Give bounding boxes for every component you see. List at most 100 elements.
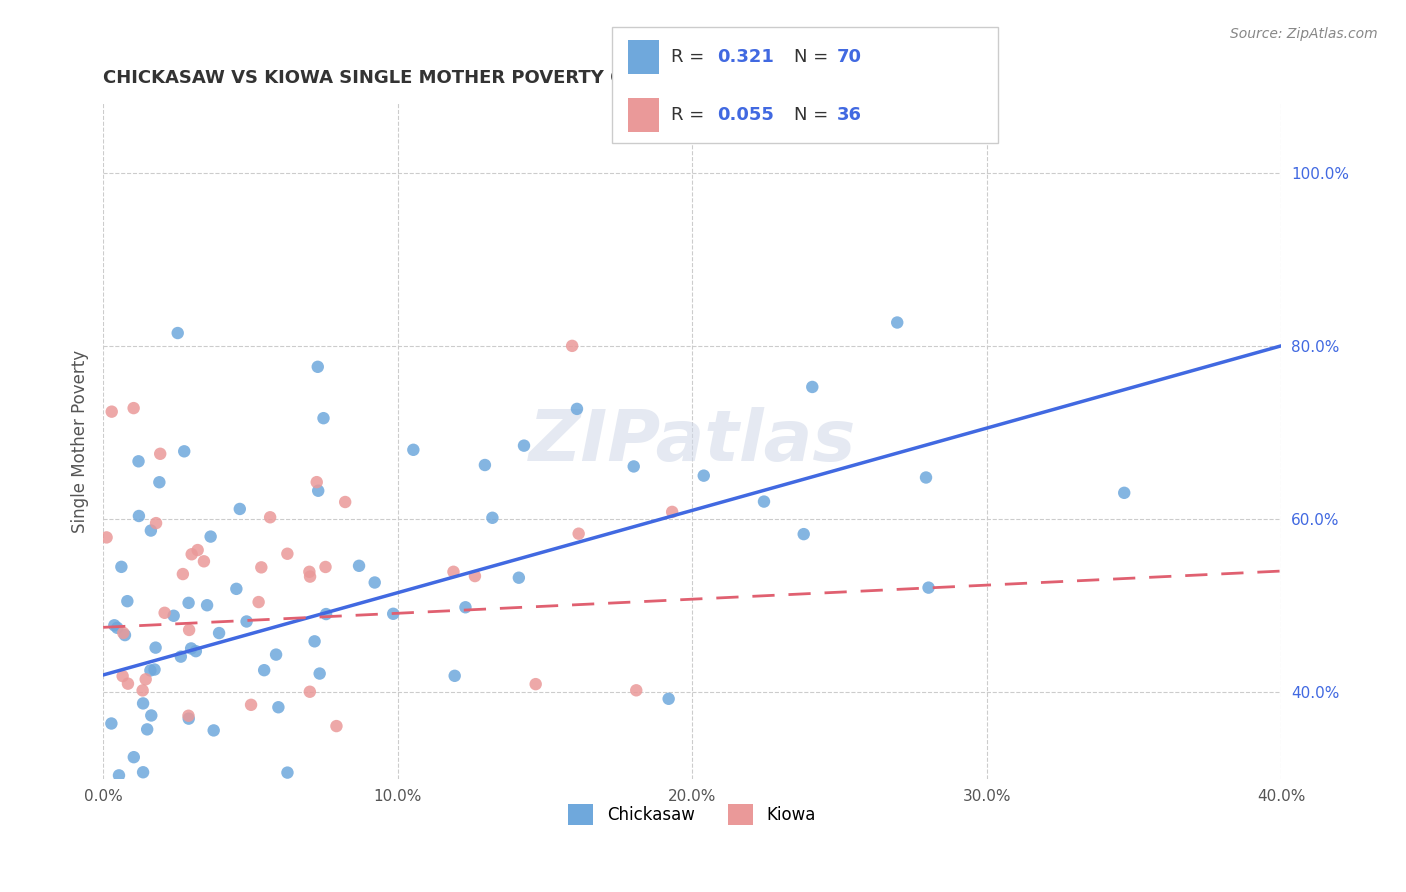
Point (173, 789, 195, 804)
Text: ZIPatlas: ZIPatlas (529, 407, 856, 475)
Point (623, 459, 645, 474)
Text: R =: R = (671, 106, 710, 124)
Point (658, 691, 681, 706)
Point (193, 554, 215, 568)
Point (117, 676, 139, 690)
Point (568, 526, 591, 541)
Point (661, 505, 683, 519)
Y-axis label: Single Mother Poverty: Single Mother Poverty (72, 350, 89, 533)
Point (565, 401, 588, 416)
Point (122, 750, 145, 764)
Point (335, 495, 357, 509)
Point (153, 606, 176, 620)
Point (108, 768, 131, 782)
Point (184, 644, 207, 658)
Point (229, 502, 252, 516)
Point (915, 470, 938, 484)
Point (177, 596, 200, 610)
Point (117, 594, 139, 608)
Point (131, 683, 153, 698)
Point (141, 708, 163, 723)
Point (122, 401, 145, 416)
Text: 0.321: 0.321 (717, 48, 773, 66)
Text: 36: 36 (837, 106, 862, 124)
Point (149, 447, 172, 461)
Point (347, 558, 370, 573)
Point (801, 380, 824, 394)
Point (262, 789, 284, 804)
Point (132, 765, 155, 780)
Point (208, 626, 231, 640)
Point (97, 789, 120, 804)
Point (114, 628, 136, 642)
Point (202, 723, 225, 738)
Point (886, 316, 908, 330)
Point (443, 565, 465, 579)
Point (307, 359, 329, 374)
Point (235, 615, 257, 629)
Point (240, 698, 263, 712)
Point (276, 765, 298, 780)
Point (111, 669, 134, 683)
Point (298, 565, 321, 579)
Point (132, 697, 155, 711)
Text: Source: ZipAtlas.com: Source: ZipAtlas.com (1230, 27, 1378, 41)
Point (100, 404, 122, 418)
Point (148, 475, 170, 490)
Point (508, 571, 530, 585)
Point (143, 663, 166, 677)
Point (172, 567, 194, 582)
Point (110, 559, 132, 574)
Point (276, 547, 298, 561)
Point (481, 510, 503, 524)
Point (179, 623, 201, 637)
Point (402, 442, 425, 457)
Text: CHICKASAW VS KIOWA SINGLE MOTHER POVERTY CORRELATION CHART: CHICKASAW VS KIOWA SINGLE MOTHER POVERTY… (103, 69, 825, 87)
Text: N =: N = (794, 48, 834, 66)
Point (299, 569, 322, 583)
Point (170, 649, 193, 664)
Point (382, 607, 405, 621)
Legend: Chickasaw, Kiowa: Chickasaw, Kiowa (562, 797, 823, 831)
Point (177, 712, 200, 726)
Point (253, 663, 276, 677)
Point (278, 789, 301, 804)
Point (325, 719, 347, 733)
Point (173, 444, 195, 458)
Point (917, 581, 939, 595)
Point (180, 641, 202, 656)
Point (103, 618, 125, 632)
Point (187, 543, 209, 558)
Point (793, 527, 815, 541)
Point (315, 560, 337, 574)
Point (128, 454, 150, 468)
Point (305, 475, 328, 490)
Point (259, 510, 281, 524)
Point (264, 648, 287, 662)
Point (195, 599, 218, 613)
Text: 70: 70 (837, 48, 862, 66)
Point (307, 483, 329, 498)
Point (464, 569, 486, 583)
Point (454, 600, 477, 615)
Point (250, 560, 273, 574)
Point (112, 626, 135, 640)
Point (308, 666, 330, 681)
Point (96, 530, 118, 544)
Point (100, 716, 122, 731)
Point (136, 723, 159, 737)
Point (474, 458, 496, 472)
Point (225, 582, 247, 596)
Point (180, 547, 202, 561)
Point (145, 516, 167, 530)
Point (247, 595, 270, 609)
Point (166, 326, 188, 340)
Point (139, 524, 162, 538)
Point (105, 621, 128, 635)
Point (139, 664, 162, 678)
Point (364, 575, 387, 590)
Point (561, 339, 583, 353)
Point (135, 673, 157, 687)
Point (103, 789, 125, 804)
Point (267, 700, 290, 714)
